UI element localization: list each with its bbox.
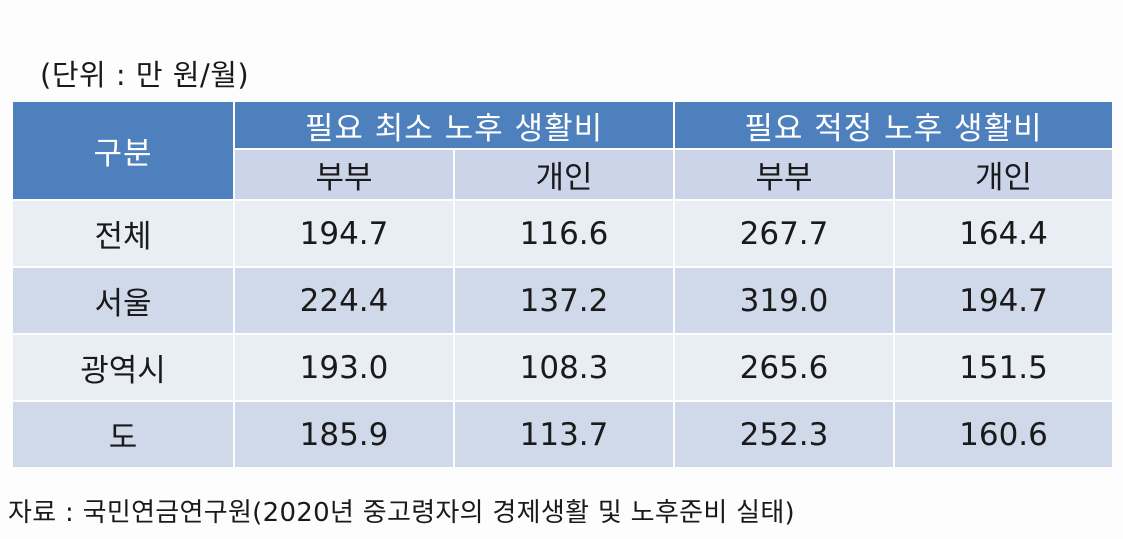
table-cell: 319.0 — [673, 266, 893, 333]
subheader-minimum-individual: 개인 — [453, 148, 673, 199]
table-row-seoul: 서울 224.4 137.2 319.0 194.7 — [13, 266, 1112, 333]
subheader-minimum-couple: 부부 — [233, 148, 453, 199]
row-label: 광역시 — [13, 333, 233, 400]
table-cell: 137.2 — [453, 266, 673, 333]
table-cell: 160.6 — [893, 400, 1112, 467]
table-row-metropolitan: 광역시 193.0 108.3 265.6 151.5 — [13, 333, 1112, 400]
row-label: 도 — [13, 400, 233, 467]
table-cell: 151.5 — [893, 333, 1112, 400]
table-row-total: 전체 194.7 116.6 267.7 164.4 — [13, 199, 1112, 266]
table-header-row: 구분 필요 최소 노후 생활비 필요 적정 노후 생활비 — [13, 102, 1112, 199]
table-row-province: 도 185.9 113.7 252.3 160.6 — [13, 400, 1112, 467]
table-cell: 193.0 — [233, 333, 453, 400]
row-label: 서울 — [13, 266, 233, 333]
source-note: 자료 : 국민연금연구원(2020년 중고령자의 경제생활 및 노후준비 실태) — [8, 498, 795, 528]
category-header: 구분 — [13, 102, 233, 199]
table-cell: 194.7 — [233, 199, 453, 266]
table-cell: 108.3 — [453, 333, 673, 400]
table-cell: 113.7 — [453, 400, 673, 467]
unit-label: (단위 : 만 원/월) — [40, 58, 250, 92]
table-cell: 185.9 — [233, 400, 453, 467]
subheader-adequate-individual: 개인 — [893, 148, 1112, 199]
table-cell: 116.6 — [453, 199, 673, 266]
table-cell: 194.7 — [893, 266, 1112, 333]
group-header-adequate: 필요 적정 노후 생활비 — [673, 102, 1112, 148]
group-header-minimum: 필요 최소 노후 생활비 — [233, 102, 673, 148]
subheader-adequate-couple: 부부 — [673, 148, 893, 199]
table-subheader-row: 부부 개인 부부 개인 — [13, 148, 1112, 199]
table-cell: 224.4 — [233, 266, 453, 333]
table-cell: 265.6 — [673, 333, 893, 400]
table-cell: 252.3 — [673, 400, 893, 467]
living-cost-table: 구분 필요 최소 노후 생활비 필요 적정 노후 생활비 부부 개인 부부 개인… — [13, 102, 1112, 467]
row-label: 전체 — [13, 199, 233, 266]
table-cell: 267.7 — [673, 199, 893, 266]
table-cell: 164.4 — [893, 199, 1112, 266]
